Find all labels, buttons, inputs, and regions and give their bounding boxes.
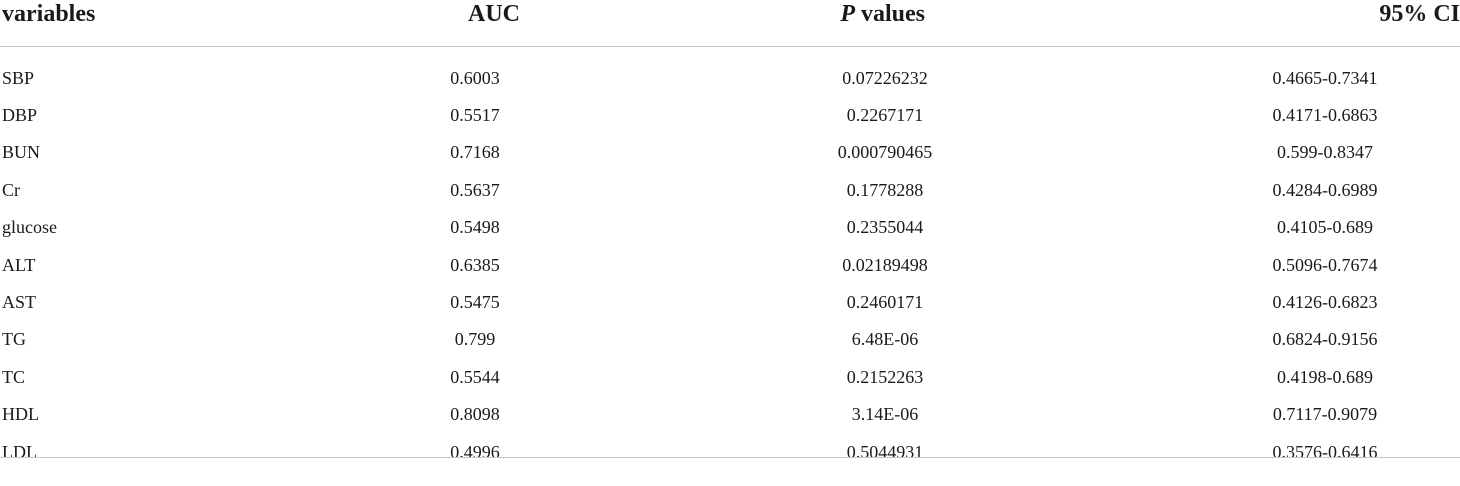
table-row: AST 0.5475 0.2460171 0.4126-0.6823 <box>0 283 1460 320</box>
variable-cell: SBP <box>2 67 35 88</box>
table-row: SBP 0.6003 0.07226232 0.4665-0.7341 <box>0 47 1460 97</box>
table-header: variables AUC P values 95% CI <box>0 0 1460 47</box>
auc-cell: 0.5517 <box>450 105 500 126</box>
ci-cell: 0.4105-0.689 <box>1277 217 1373 238</box>
auc-cell: 0.5637 <box>450 179 500 200</box>
ci-cell: 0.599-0.8347 <box>1277 142 1373 163</box>
variable-cell: ALT <box>2 254 36 275</box>
ci-cell: 0.5096-0.7674 <box>1272 254 1378 275</box>
ci-cell: 0.4665-0.7341 <box>1272 67 1378 88</box>
p-value-cell: 0.2152263 <box>846 366 924 387</box>
variable-cell: Cr <box>2 179 20 200</box>
header-row: variables AUC P values 95% CI <box>0 0 1460 47</box>
auc-cell: 0.799 <box>454 329 496 350</box>
p-value-cell: 0.07226232 <box>842 67 928 88</box>
header-p-values: P values <box>650 0 1120 47</box>
p-value-cell: 0.02189498 <box>842 254 928 275</box>
p-value-cell: 0.5044931 <box>846 441 924 462</box>
table-row: HDL 0.8098 3.14E-06 0.7117-0.9079 <box>0 396 1460 433</box>
p-value-cell: 0.2267171 <box>846 105 924 126</box>
auc-cell: 0.5544 <box>450 366 500 387</box>
table-body: SBP 0.6003 0.07226232 0.4665-0.7341 DBP 0.551… <box>0 47 1460 471</box>
ci-cell: 0.4284-0.6989 <box>1272 179 1378 200</box>
variable-cell: HDL <box>2 404 39 425</box>
table-row: LDL 0.4996 0.5044931 0.3576-0.6416 <box>0 433 1460 470</box>
variable-cell: TG <box>2 329 26 350</box>
variable-cell: DBP <box>2 105 38 126</box>
table-row: DBP 0.5517 0.2267171 0.4171-0.6863 <box>0 96 1460 133</box>
header-p-italic: P <box>840 1 855 27</box>
header-95-ci: 95% CI <box>1120 0 1460 47</box>
p-value-cell: 0.1778288 <box>846 179 924 200</box>
auc-cell: 0.7168 <box>450 142 500 163</box>
p-value-cell: 3.14E-06 <box>851 404 919 425</box>
header-auc: AUC <box>300 0 650 47</box>
header-p-rest: values <box>854 1 925 27</box>
ci-cell: 0.6824-0.9156 <box>1272 329 1378 350</box>
table-row: TC 0.5544 0.2152263 0.4198-0.689 <box>0 358 1460 395</box>
auc-results-table: variables AUC P values 95% CI SBP 0.6003 0… <box>0 0 1460 471</box>
table-row: Cr 0.5637 0.1778288 0.4284-0.6989 <box>0 171 1460 208</box>
p-value-cell: 6.48E-06 <box>851 329 919 350</box>
ci-cell: 0.4171-0.6863 <box>1272 105 1378 126</box>
auc-cell: 0.4996 <box>450 441 500 462</box>
ci-cell: 0.4126-0.6823 <box>1272 292 1378 313</box>
table-row: TG 0.799 6.48E-06 0.6824-0.9156 <box>0 321 1460 358</box>
table-row: ALT 0.6385 0.02189498 0.5096-0.7674 <box>0 246 1460 283</box>
variable-cell: BUN <box>2 142 41 163</box>
auc-cell: 0.5498 <box>450 217 500 238</box>
auc-cell: 0.8098 <box>450 404 500 425</box>
ci-cell: 0.7117-0.9079 <box>1272 404 1378 425</box>
table-row: BUN 0.7168 0.000790465 0.599-0.8347 <box>0 134 1460 171</box>
auc-cell: 0.6003 <box>450 67 500 88</box>
variable-cell: glucose <box>2 217 57 238</box>
table-row: glucose 0.5498 0.2355044 0.4105-0.689 <box>0 209 1460 246</box>
ci-cell: 0.3576-0.6416 <box>1272 441 1378 462</box>
header-variables: variables <box>0 0 300 47</box>
auc-cell: 0.5475 <box>450 292 500 313</box>
ci-cell: 0.4198-0.689 <box>1277 366 1373 387</box>
p-value-cell: 0.2355044 <box>846 217 924 238</box>
variable-cell: TC <box>2 366 26 387</box>
p-value-cell: 0.000790465 <box>837 142 933 163</box>
auc-cell: 0.6385 <box>450 254 500 275</box>
variable-cell: LDL <box>2 441 37 462</box>
p-value-cell: 0.2460171 <box>846 292 924 313</box>
variable-cell: AST <box>2 292 37 313</box>
bottom-rule <box>0 457 1460 458</box>
results-table-container: variables AUC P values 95% CI SBP 0.6003 0… <box>0 0 1460 471</box>
